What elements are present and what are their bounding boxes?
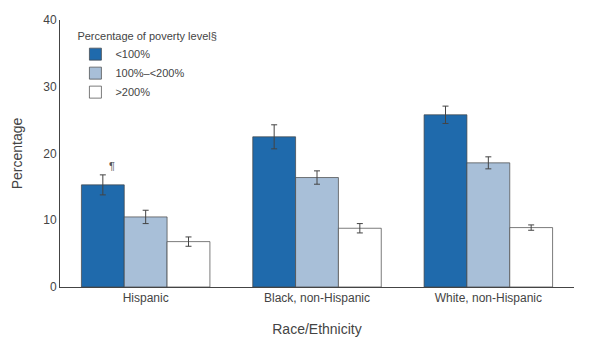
- svg-text:30: 30: [43, 80, 57, 94]
- svg-text:Race/Ethnicity: Race/Ethnicity: [272, 321, 361, 337]
- svg-text:Percentage: Percentage: [9, 117, 25, 189]
- svg-text:40: 40: [43, 13, 57, 27]
- svg-text:Black, non-Hispanic: Black, non-Hispanic: [264, 291, 370, 305]
- svg-text:White, non-Hispanic: White, non-Hispanic: [435, 291, 542, 305]
- svg-text:100%–<200%: 100%–<200%: [115, 67, 184, 79]
- svg-text:Percentage of poverty level§: Percentage of poverty level§: [77, 30, 216, 42]
- svg-text:¶: ¶: [109, 160, 115, 172]
- svg-text:>200%: >200%: [115, 86, 150, 98]
- svg-text:Hispanic: Hispanic: [123, 291, 169, 305]
- svg-text:20: 20: [43, 147, 57, 161]
- svg-text:0: 0: [50, 280, 57, 294]
- svg-text:<100%: <100%: [115, 48, 150, 60]
- svg-text:10: 10: [43, 213, 57, 227]
